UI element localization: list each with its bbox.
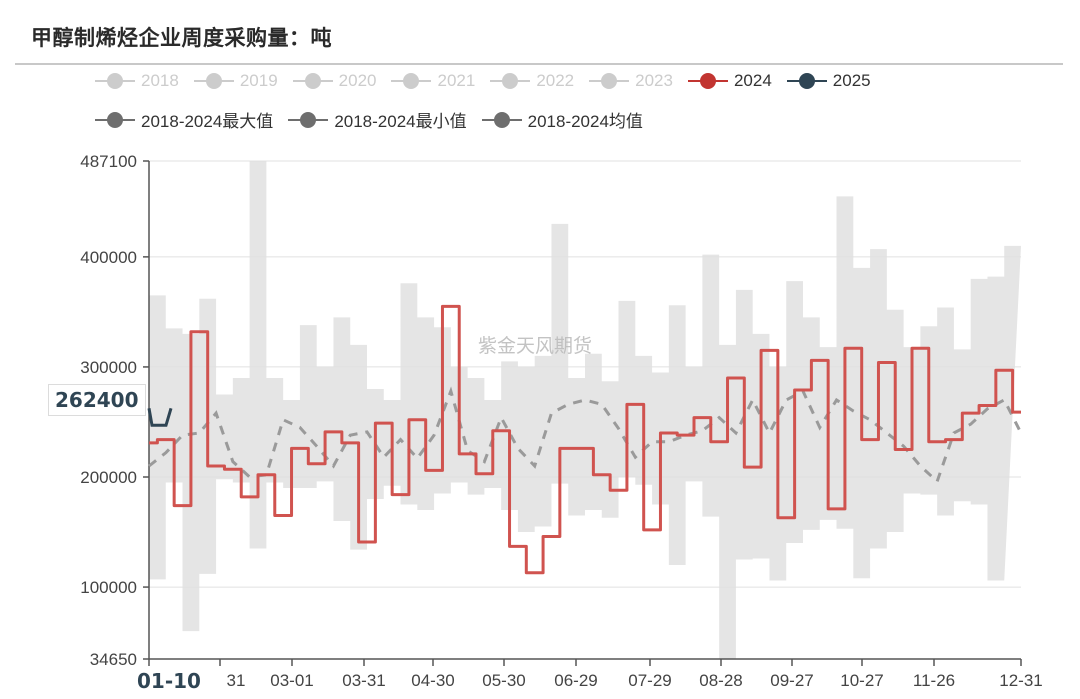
x-tick-label: 31: [227, 671, 246, 690]
legend-item-year-3[interactable]: 2021: [391, 71, 475, 91]
x-tick-label: 06-29: [554, 671, 597, 690]
y-tick-label: 100000: [80, 578, 137, 597]
legend-label: 2018: [141, 71, 179, 90]
legend-item-stat-2[interactable]: 2018-2024均值: [481, 107, 643, 132]
x-tick-label: 09-27: [770, 671, 813, 690]
x-tick-label: 10-27: [840, 671, 883, 690]
legend-label: 2019: [239, 71, 278, 90]
legend-label: 2024: [733, 71, 772, 90]
legend-item-year-0[interactable]: 2018: [95, 71, 179, 91]
legend-label: 2018-2024最大值: [141, 112, 274, 131]
x-tick-label: 12-31: [999, 671, 1042, 690]
legend-label: 2018-2024均值: [527, 112, 643, 131]
legend-marker-icon: [292, 73, 333, 89]
x-tick-label: 05-30: [482, 671, 525, 690]
legend-marker-icon: [481, 111, 522, 128]
legend-marker-icon: [687, 73, 728, 89]
legend-item-year-4[interactable]: 2022: [490, 71, 574, 91]
x-axis-pointer-label: 01-10: [137, 669, 201, 693]
watermark: 紫金天风期货: [478, 335, 593, 357]
legend-row-stats: 2018-2024最大值 2018-2024最小值 2018-2024均值: [95, 107, 658, 132]
legend-item-year-1[interactable]: 2019: [193, 71, 278, 91]
y-tick-label: 34650: [90, 650, 137, 669]
legend-item-stat-1[interactable]: 2018-2024最小值: [288, 107, 467, 132]
legend-marker-icon: [193, 73, 234, 89]
legend-item-year-2[interactable]: 2020: [292, 71, 377, 91]
legend-label: 2025: [832, 71, 871, 90]
legend-marker-icon: [589, 73, 630, 89]
series-2025: [147, 407, 173, 427]
x-tick-label: 07-29: [628, 671, 671, 690]
x-tick-label: 04-30: [411, 671, 454, 690]
y-tick-label: 300000: [80, 358, 137, 377]
x-tick-label: 03-01: [270, 671, 313, 690]
legend-label: 2021: [437, 71, 476, 90]
y-tick-label: 200000: [80, 468, 137, 487]
legend-marker-icon: [490, 73, 531, 89]
legend-item-year-7[interactable]: 2025: [786, 71, 871, 91]
y-tick-label: 487100: [80, 152, 137, 171]
legend-item-year-5[interactable]: 2023: [589, 71, 673, 91]
chart-title: 甲醇制烯烃企业周度采购量：吨: [31, 25, 332, 50]
legend-marker-icon: [391, 73, 432, 89]
legend-label: 2023: [635, 71, 673, 90]
axis-pointer-value-label: 262400: [48, 384, 146, 416]
legend-item-year-6[interactable]: 2024: [687, 71, 772, 91]
series-average: [148, 386, 1023, 485]
legend-marker-icon: [95, 73, 135, 89]
legend-label: 2020: [338, 71, 377, 90]
x-tick-label: 08-28: [699, 671, 742, 690]
legend-label: 2018-2024最小值: [334, 112, 467, 131]
x-tick-label: 03-31: [342, 671, 385, 690]
legend-row-years: 2018 2019 2020 2021 2022 2023 2024 2025: [95, 71, 886, 91]
legend-marker-icon: [95, 111, 135, 128]
y-tick-label: 400000: [80, 248, 137, 267]
title-divider: [15, 63, 1063, 65]
series-lines: [147, 304, 1023, 575]
legend-label: 2022: [536, 71, 575, 90]
legend-marker-icon: [288, 111, 329, 128]
legend-marker-icon: [786, 73, 827, 89]
legend-item-stat-0[interactable]: 2018-2024最大值: [95, 107, 273, 132]
x-tick-label: 11-26: [913, 671, 955, 690]
grid-lines: [149, 160, 1021, 588]
min-max-band: [149, 161, 1021, 659]
series-2024: [149, 304, 1021, 575]
